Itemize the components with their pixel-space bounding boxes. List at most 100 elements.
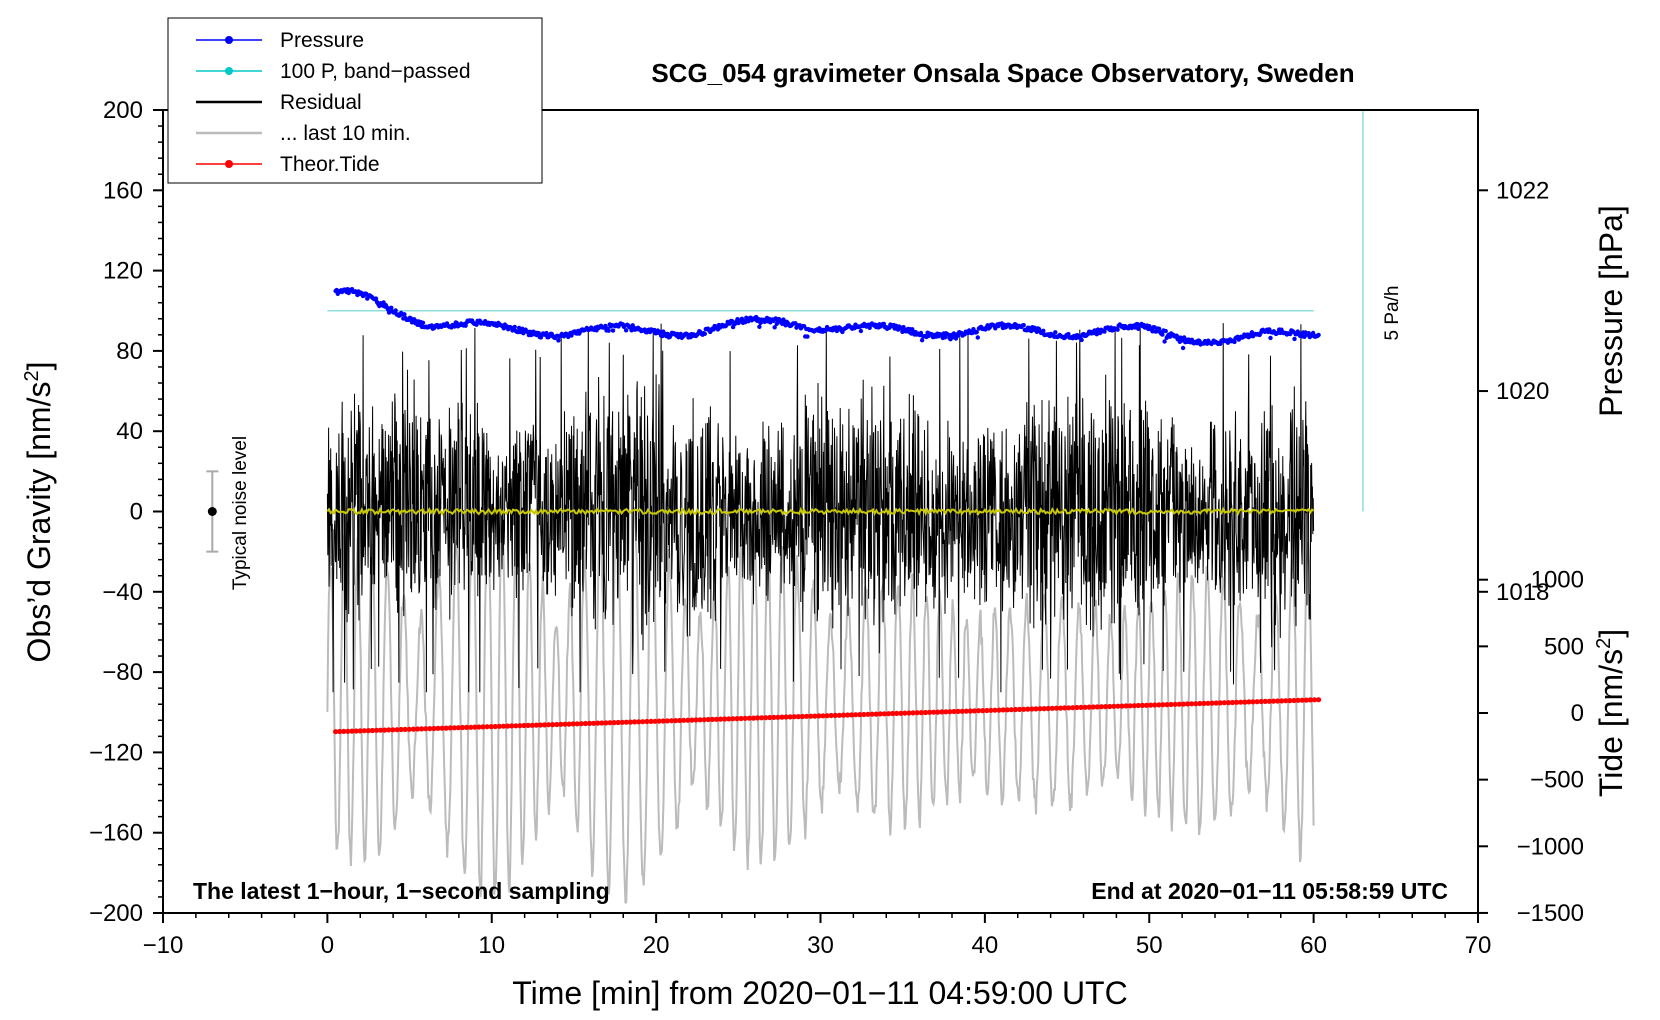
pressure-point: [1066, 331, 1071, 337]
tide-point: [1107, 703, 1113, 710]
tide-point: [660, 718, 666, 724]
tide-point: [353, 728, 359, 734]
tide-point: [574, 721, 580, 727]
tide-point: [468, 724, 474, 730]
tide-point: [337, 728, 343, 735]
pressure-tick-label: 1022: [1496, 177, 1549, 204]
x-tick-label: 60: [1300, 932, 1327, 959]
pressure-point: [974, 329, 979, 335]
tide-point: [1246, 699, 1252, 705]
tide-point: [894, 710, 900, 717]
tide-point: [992, 707, 998, 713]
tide-point: [1168, 701, 1174, 708]
tide-point: [349, 728, 355, 734]
tide-point: [922, 709, 929, 716]
tide-point: [390, 727, 396, 733]
residual-mean-series: [326, 506, 1315, 517]
pressure-point: [1316, 332, 1321, 338]
tide-point: [996, 707, 1002, 713]
tide-point: [832, 712, 838, 719]
y-tick-label: 0: [130, 499, 143, 526]
tide-tick-label: −1000: [1517, 833, 1584, 860]
tide-point: [746, 715, 752, 721]
pressure-point: [729, 319, 735, 324]
pressure-point: [1041, 328, 1046, 333]
tide-point: [1156, 702, 1162, 708]
tide-point: [984, 707, 990, 714]
tide-point: [951, 708, 957, 715]
chart-labels: SCG_054 gravimeter Onsala Space Observat…: [21, 58, 1629, 1011]
pressure-point: [1152, 325, 1157, 330]
tide-point: [443, 725, 449, 731]
tide-point: [595, 720, 601, 726]
tide-point: [394, 727, 400, 733]
tide-point: [885, 711, 892, 717]
tide-point: [640, 719, 646, 725]
residual-mean-line: [326, 506, 1315, 517]
y-tick-label: −160: [89, 820, 143, 847]
pressure-point: [1163, 328, 1168, 334]
tide-point: [918, 710, 924, 716]
tide-point: [1123, 703, 1129, 709]
tide-point: [1152, 702, 1158, 708]
tide-axis-label: Tide [nm/s2]: [1593, 629, 1629, 797]
tide-point: [619, 719, 625, 725]
pressure-point: [919, 338, 925, 343]
tide-point: [1197, 700, 1203, 707]
pressure-point: [1292, 336, 1297, 342]
tide-point: [1160, 702, 1166, 708]
tide-point: [550, 722, 556, 728]
tide-point: [648, 718, 654, 725]
tide-point: [795, 714, 802, 720]
tide-point: [750, 715, 757, 721]
tide-point: [1017, 706, 1023, 713]
tide-point: [1090, 704, 1096, 710]
tide-point: [672, 718, 679, 724]
tide-point: [546, 722, 552, 728]
tide-point: [554, 721, 560, 728]
tide-point: [603, 720, 609, 726]
tide-point: [705, 716, 711, 723]
pressure-point: [1053, 330, 1058, 335]
tide-point: [681, 717, 687, 723]
tide-point: [816, 713, 822, 719]
tide-point: [1201, 700, 1207, 707]
pressure-point: [536, 331, 541, 336]
tide-point: [570, 721, 576, 727]
pressure-point: [1021, 323, 1026, 328]
pressure-point: [386, 310, 392, 315]
tide-point: [738, 715, 744, 722]
pressure-point: [1102, 329, 1107, 334]
tide-point: [521, 722, 527, 729]
tide-point: [374, 727, 380, 733]
tide-point: [881, 711, 888, 717]
tide-point: [697, 717, 703, 723]
legend-label: ... last 10 min.: [280, 122, 411, 145]
tide-point: [763, 715, 769, 721]
tide-point: [742, 715, 748, 721]
tide-point: [980, 708, 986, 714]
noise-label: Typical noise level: [230, 436, 251, 590]
tide-point: [1205, 700, 1211, 706]
tide-point: [1057, 705, 1064, 711]
tide-point: [1066, 705, 1072, 711]
tide-point: [734, 716, 740, 722]
tide-point: [488, 724, 494, 730]
pressure-point: [623, 328, 629, 333]
tide-point: [959, 708, 965, 714]
tide-tick-label: 500: [1544, 633, 1584, 660]
tide-point: [947, 709, 953, 715]
y-tick-label: −200: [89, 900, 143, 927]
tide-point: [1127, 703, 1133, 709]
chart-title: SCG_054 gravimeter Onsala Space Observat…: [651, 58, 1354, 88]
tide-point: [615, 719, 621, 726]
pressure-point: [1310, 330, 1316, 336]
tide-point: [914, 710, 920, 716]
tide-point: [812, 713, 818, 719]
pressure-tick-label: 1018: [1496, 579, 1549, 606]
tide-point: [791, 714, 797, 720]
tide-point: [517, 723, 523, 729]
legend-box: [167, 17, 543, 184]
tide-point: [636, 719, 642, 725]
tide-point: [627, 719, 634, 725]
